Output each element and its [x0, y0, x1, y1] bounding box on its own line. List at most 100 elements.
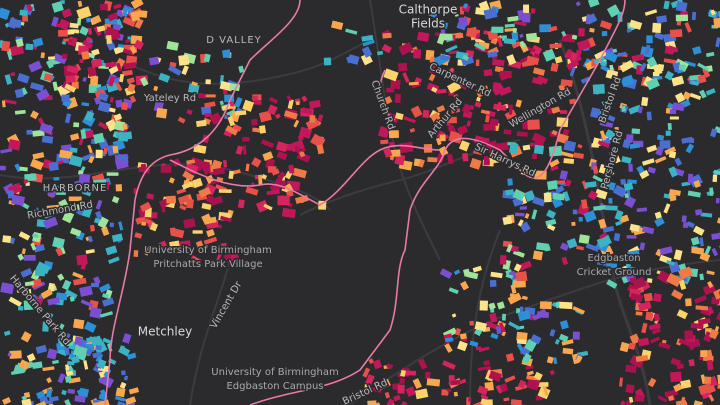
building [204, 94, 216, 98]
building [512, 188, 526, 202]
building [446, 80, 462, 94]
building [491, 26, 504, 34]
building [699, 237, 704, 247]
building [503, 38, 517, 45]
building [692, 46, 702, 55]
building [659, 140, 671, 149]
building [81, 51, 90, 60]
building [592, 174, 604, 183]
building [261, 139, 275, 149]
building [605, 114, 616, 122]
building [526, 377, 541, 391]
building [488, 370, 502, 382]
building [589, 27, 595, 33]
building [87, 27, 92, 35]
building [438, 146, 449, 157]
building [650, 336, 661, 344]
building [44, 186, 50, 193]
building [82, 152, 96, 162]
building [52, 236, 65, 249]
building [635, 354, 649, 362]
building [6, 50, 13, 61]
building [621, 276, 629, 284]
building [525, 46, 536, 53]
building [176, 188, 187, 195]
building [403, 116, 416, 124]
building [447, 154, 454, 165]
building [61, 53, 68, 59]
building [480, 394, 489, 400]
building [469, 320, 474, 326]
building [463, 268, 471, 277]
building [628, 104, 642, 115]
building [629, 223, 640, 232]
building [652, 22, 662, 33]
building [558, 333, 569, 343]
building [364, 384, 369, 394]
building [614, 209, 624, 221]
building [267, 166, 277, 173]
road [469, 229, 501, 405]
building [431, 86, 438, 93]
building [537, 386, 551, 400]
building [473, 143, 485, 156]
building [63, 341, 73, 347]
building [449, 67, 455, 73]
building [571, 221, 576, 226]
building [360, 52, 373, 66]
building [591, 143, 599, 148]
building [204, 101, 216, 108]
building [546, 224, 556, 231]
building [168, 177, 175, 184]
building [619, 60, 635, 73]
building [93, 132, 105, 144]
building [708, 328, 719, 340]
building [118, 131, 129, 142]
building [1, 40, 11, 52]
building [442, 360, 456, 370]
building [61, 94, 70, 102]
building [462, 54, 469, 61]
building [114, 395, 126, 402]
building [263, 203, 273, 211]
building [641, 322, 648, 334]
building [677, 401, 689, 405]
building [87, 144, 93, 154]
building [604, 50, 619, 63]
building [549, 369, 555, 376]
building [653, 293, 662, 303]
building [531, 209, 538, 220]
building [137, 10, 148, 18]
building [549, 158, 560, 168]
building [499, 382, 509, 393]
building [108, 76, 116, 87]
building [69, 22, 79, 29]
building [118, 345, 131, 357]
building [678, 279, 687, 290]
building [462, 152, 469, 162]
building [125, 39, 131, 44]
building [524, 213, 530, 219]
building [614, 126, 619, 133]
building [127, 6, 133, 14]
building [219, 100, 224, 106]
building [297, 135, 304, 141]
building [203, 236, 218, 245]
building [637, 106, 643, 114]
building [524, 190, 536, 203]
building [580, 76, 591, 84]
building [108, 256, 120, 265]
building [178, 54, 190, 66]
building [293, 119, 300, 128]
building [41, 135, 54, 144]
building [576, 245, 585, 251]
building [439, 33, 453, 41]
building [684, 21, 692, 33]
building [712, 174, 718, 183]
building [10, 44, 25, 57]
building [73, 318, 85, 330]
building [475, 346, 482, 351]
building [563, 158, 575, 165]
building [398, 400, 408, 405]
building [210, 196, 224, 206]
